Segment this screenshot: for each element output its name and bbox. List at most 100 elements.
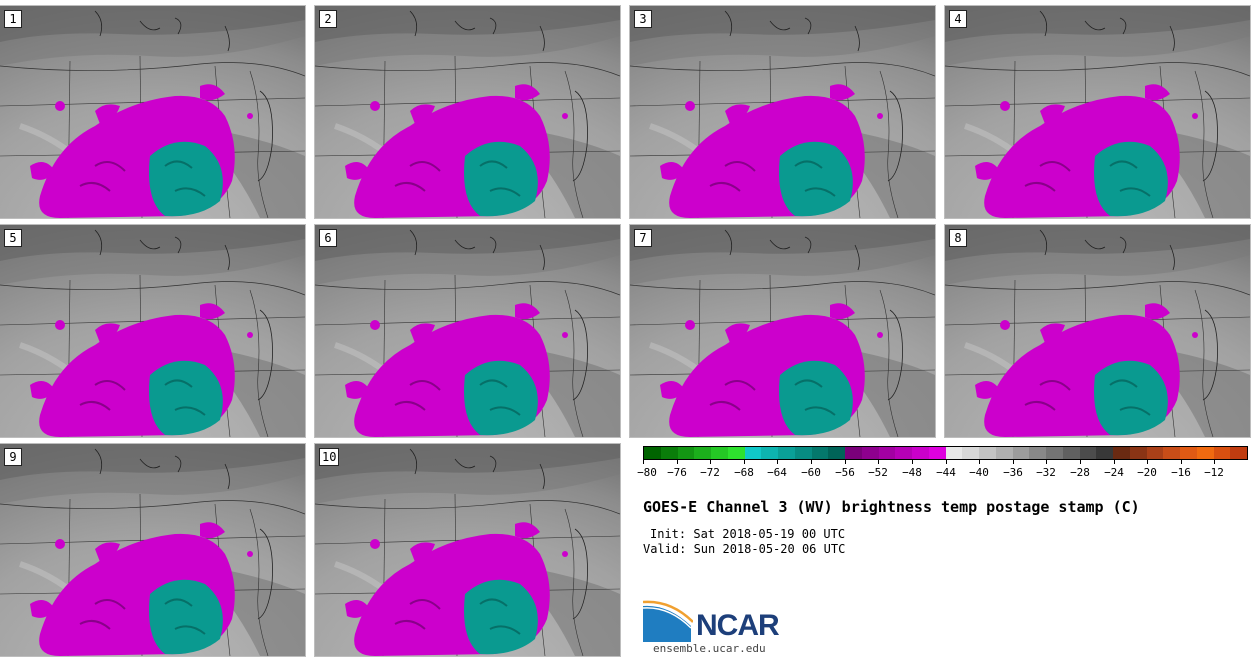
colorbar-segment	[711, 447, 728, 459]
colorbar-segment	[878, 447, 896, 459]
ncar-logo-icon	[643, 600, 693, 642]
ensemble-panel-3: 3	[629, 5, 936, 219]
colorbar-tick	[1214, 460, 1215, 464]
colorbar-tick-label: −24	[1104, 466, 1124, 479]
colorbar-segment	[1180, 447, 1197, 459]
colorbar-tick	[946, 460, 947, 464]
colorbar	[643, 446, 1248, 460]
colorbar-tick-label: −12	[1204, 466, 1224, 479]
ensemble-panel-4: 4	[944, 5, 1251, 219]
brightness-temp-map	[0, 225, 305, 437]
ensemble-panel-9: 9	[0, 443, 306, 657]
colorbar-tick	[1114, 460, 1115, 464]
colorbar-segment	[945, 447, 963, 459]
colorbar-tick	[912, 460, 913, 464]
colorbar-segment	[861, 447, 879, 459]
colorbar-tick-label: −72	[700, 466, 720, 479]
colorbar-tick-label: −60	[801, 466, 821, 479]
colorbar-segment	[1012, 447, 1030, 459]
colorbar-segment	[761, 447, 778, 459]
ncar-url: ensemble.ucar.edu	[653, 642, 766, 655]
colorbar-segment	[1046, 447, 1063, 459]
colorbar-tick-label: −28	[1070, 466, 1090, 479]
colorbar-tick	[1080, 460, 1081, 464]
colorbar-tick-label: −68	[734, 466, 754, 479]
ensemble-panel-2: 2	[314, 5, 621, 219]
panel-number: 9	[4, 448, 22, 466]
panel-number: 10	[319, 448, 340, 466]
colorbar-tick-label: −56	[835, 466, 855, 479]
colorbar-segment	[744, 447, 762, 459]
colorbar-tick	[979, 460, 980, 464]
colorbar-segment	[1163, 447, 1180, 459]
colorbar-ticks: −80 −76 −72 −68 −64 −60 −56 −52 −48 −44 −40 −36 −32 −…	[637, 460, 1248, 480]
panel-number: 2	[319, 10, 337, 28]
colorbar-segment	[912, 447, 929, 459]
colorbar-segment	[828, 447, 845, 459]
colorbar-segment	[995, 447, 1013, 459]
colorbar-tick-label: −44	[936, 466, 956, 479]
brightness-temp-map	[315, 6, 620, 218]
colorbar-segment	[1062, 447, 1080, 459]
colorbar-segment	[1196, 447, 1214, 459]
panel-number: 4	[949, 10, 967, 28]
colorbar-tick	[710, 460, 711, 464]
ensemble-panel-8: 8	[944, 224, 1251, 438]
brightness-temp-map	[315, 225, 620, 437]
colorbar-segment	[962, 447, 979, 459]
ensemble-panel-5: 5	[0, 224, 306, 438]
colorbar-segment	[694, 447, 711, 459]
colorbar-segment	[895, 447, 912, 459]
colorbar-tick	[777, 460, 778, 464]
colorbar-segment	[1029, 447, 1046, 459]
colorbar-segment	[794, 447, 812, 459]
brightness-temp-map	[630, 225, 935, 437]
panel-number: 5	[4, 229, 22, 247]
colorbar-tick-label: −36	[1003, 466, 1023, 479]
colorbar-tick	[677, 460, 678, 464]
colorbar-tick-label: −48	[902, 466, 922, 479]
colorbar-tick	[845, 460, 846, 464]
colorbar-tick-label: −76	[667, 466, 687, 479]
colorbar-segment	[1146, 447, 1164, 459]
colorbar-tick	[744, 460, 745, 464]
ensemble-panel-7: 7	[629, 224, 936, 438]
colorbar-segment	[1079, 447, 1097, 459]
colorbar-segment	[1129, 447, 1147, 459]
colorbar-tick	[1046, 460, 1047, 464]
colorbar-tick	[1181, 460, 1182, 464]
colorbar-tick-label: −52	[868, 466, 888, 479]
colorbar-segment	[644, 447, 661, 459]
ensemble-panel-10: 10	[314, 443, 621, 657]
colorbar-tick-label: −16	[1171, 466, 1191, 479]
colorbar-tick-label: −20	[1137, 466, 1157, 479]
panel-number: 8	[949, 229, 967, 247]
colorbar-segment	[1096, 447, 1113, 459]
colorbar-tick-label: −32	[1036, 466, 1056, 479]
panel-number: 6	[319, 229, 337, 247]
brightness-temp-map	[0, 444, 305, 656]
colorbar-segment	[811, 447, 829, 459]
colorbar-segment	[1213, 447, 1231, 459]
colorbar-segment	[928, 447, 946, 459]
valid-time: Valid: Sun 2018-05-20 06 UTC	[643, 542, 846, 556]
brightness-temp-map	[945, 225, 1250, 437]
colorbar-segment	[778, 447, 795, 459]
colorbar-segment	[1113, 447, 1130, 459]
brightness-temp-map	[315, 444, 620, 656]
ensemble-panel-1: 1	[0, 5, 306, 219]
colorbar-tick	[811, 460, 812, 464]
colorbar-tick	[1013, 460, 1014, 464]
colorbar-tick-label: −64	[767, 466, 787, 479]
brightness-temp-map	[0, 6, 305, 218]
panel-number: 3	[634, 10, 652, 28]
colorbar-segment	[677, 447, 695, 459]
colorbar-tick	[643, 460, 644, 464]
colorbar-tick-label: −80	[637, 466, 657, 479]
colorbar-segment	[1230, 447, 1247, 459]
ncar-logo-text: NCAR	[696, 609, 780, 642]
figure-title: GOES-E Channel 3 (WV) brightness temp po…	[643, 498, 1140, 516]
colorbar-segment	[979, 447, 996, 459]
brightness-temp-map	[945, 6, 1250, 218]
panel-number: 7	[634, 229, 652, 247]
